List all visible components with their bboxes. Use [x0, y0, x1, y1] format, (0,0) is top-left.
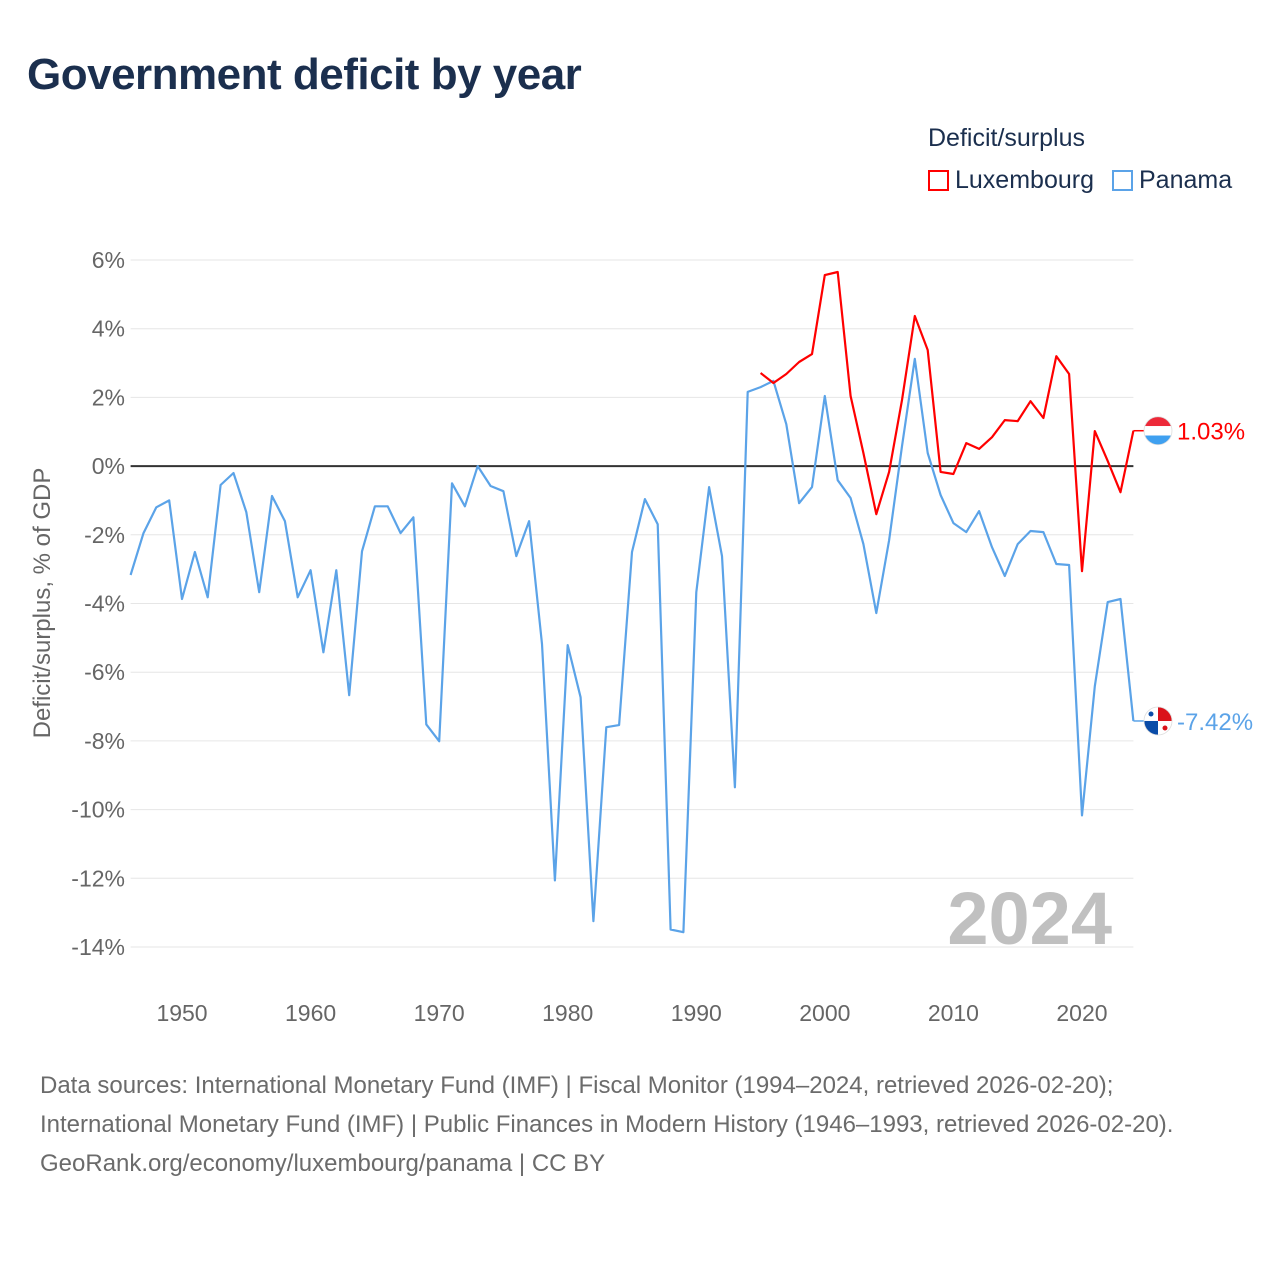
series-line-luxembourg [759, 270, 1135, 573]
flag-star-blue [1148, 711, 1154, 717]
legend-swatch-luxembourg [928, 170, 949, 191]
y-tick-label: -14% [71, 934, 125, 960]
x-tick-label: 2010 [928, 1000, 979, 1026]
legend-title: Deficit/surplus [928, 124, 1085, 152]
credit-link[interactable]: GeoRank.org/economy/luxembourg/panama | … [40, 1150, 606, 1177]
y-tick-label: 6% [92, 247, 125, 273]
flag-border [1143, 706, 1173, 736]
luxembourg-flag-icon [1143, 416, 1173, 446]
y-tick-label: -2% [84, 522, 125, 548]
footer: Data sources: International Monetary Fun… [40, 1066, 1240, 1183]
x-tick-label: 1990 [671, 1000, 722, 1026]
series-line-panama [129, 357, 1135, 934]
x-tick-label: 1980 [542, 1000, 593, 1026]
x-tick-label: 1970 [414, 1000, 465, 1026]
end-value-label-luxembourg: 1.03% [1177, 419, 1245, 446]
legend-item-panama[interactable]: Panama [1111, 166, 1233, 195]
flag-stripe-blue [1144, 435, 1172, 445]
flag-body [1144, 416, 1172, 445]
flag-stripe-red [1144, 416, 1172, 427]
legend-label: Luxembourg [955, 166, 1094, 194]
legend-label: Panama [1138, 166, 1233, 194]
flag-star-red [1162, 725, 1168, 731]
end-value-label-panama: -7.42% [1177, 709, 1253, 736]
x-tick-label: 1950 [156, 1000, 207, 1026]
flag-stripe-white [1144, 426, 1172, 436]
flag-border [1143, 416, 1173, 446]
y-tick-label: 0% [92, 453, 125, 479]
x-tick-label: 2020 [1056, 1000, 1107, 1026]
panama-flag-icon [1143, 706, 1173, 736]
chart-title: Government deficit by year [27, 50, 582, 99]
y-tick-label: -10% [71, 797, 125, 823]
x-tick-label: 2000 [799, 1000, 850, 1026]
legend-item-luxembourg[interactable]: Luxembourg [928, 166, 1094, 195]
y-tick-label: -6% [84, 659, 125, 685]
y-tick-label: 2% [92, 384, 125, 410]
data-sources: Data sources: International Monetary Fun… [40, 1072, 1174, 1138]
y-tick-label: -8% [84, 728, 125, 754]
y-tick-label: -4% [84, 591, 125, 617]
legend: Luxembourg Panama [928, 166, 1232, 195]
y-tick-label: -12% [71, 865, 125, 891]
x-tick-label: 1960 [285, 1000, 336, 1026]
y-tick-label: 4% [92, 316, 125, 342]
watermark-year: 2024 [947, 877, 1112, 960]
legend-swatch-panama [1111, 170, 1133, 191]
y-axis-label: Deficit/surplus, % of GDP [29, 468, 56, 739]
